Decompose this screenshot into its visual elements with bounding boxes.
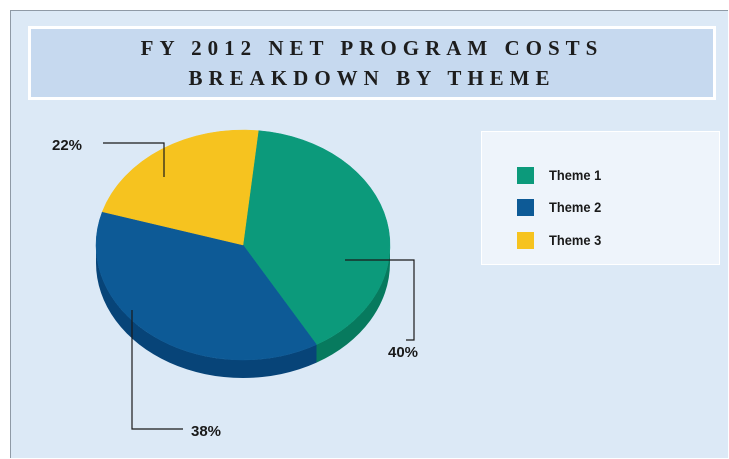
chart-title-line-2: BREAKDOWN BY THEME — [188, 66, 556, 90]
pct-label-theme-3: 22% — [52, 137, 82, 154]
pct-label-theme-1: 40% — [388, 344, 418, 361]
legend-label-theme-2: Theme 2 — [549, 199, 602, 215]
legend-swatch-theme-2 — [517, 198, 534, 216]
leader-line-theme-1 — [345, 259, 415, 341]
pie-slice-theme-2 — [95, 211, 317, 361]
chart-title-line-1: FY 2012 NET PROGRAM COSTS — [140, 36, 604, 60]
leader-line-theme-3 — [103, 142, 165, 177]
leader-line-theme-2 — [131, 310, 183, 430]
pie-side-theme-2 — [96, 245, 317, 378]
legend-item-theme-1: Theme 1 — [517, 165, 606, 185]
pct-label-theme-2: 38% — [191, 423, 221, 440]
legend-item-theme-2: Theme 2 — [517, 197, 606, 217]
legend-item-theme-3: Theme 3 — [517, 230, 606, 250]
pie-top-group — [95, 129, 391, 361]
chart-frame: FY 2012 NET PROGRAM COSTS BREAKDOWN BY T… — [10, 10, 728, 458]
chart-title-band: FY 2012 NET PROGRAM COSTS BREAKDOWN BY T… — [28, 26, 716, 100]
pie-slice-theme-1 — [242, 130, 391, 345]
legend-label-theme-1: Theme 1 — [549, 167, 602, 183]
legend-label-theme-3: Theme 3 — [549, 232, 602, 248]
pie-slice-theme-3 — [101, 129, 259, 246]
pie-side-theme-1 — [316, 245, 390, 363]
chart-legend: Theme 1 Theme 2 Theme 3 — [481, 131, 720, 265]
pie-depth-group — [96, 245, 390, 378]
legend-swatch-theme-3 — [517, 231, 534, 249]
legend-swatch-theme-1 — [517, 166, 534, 184]
